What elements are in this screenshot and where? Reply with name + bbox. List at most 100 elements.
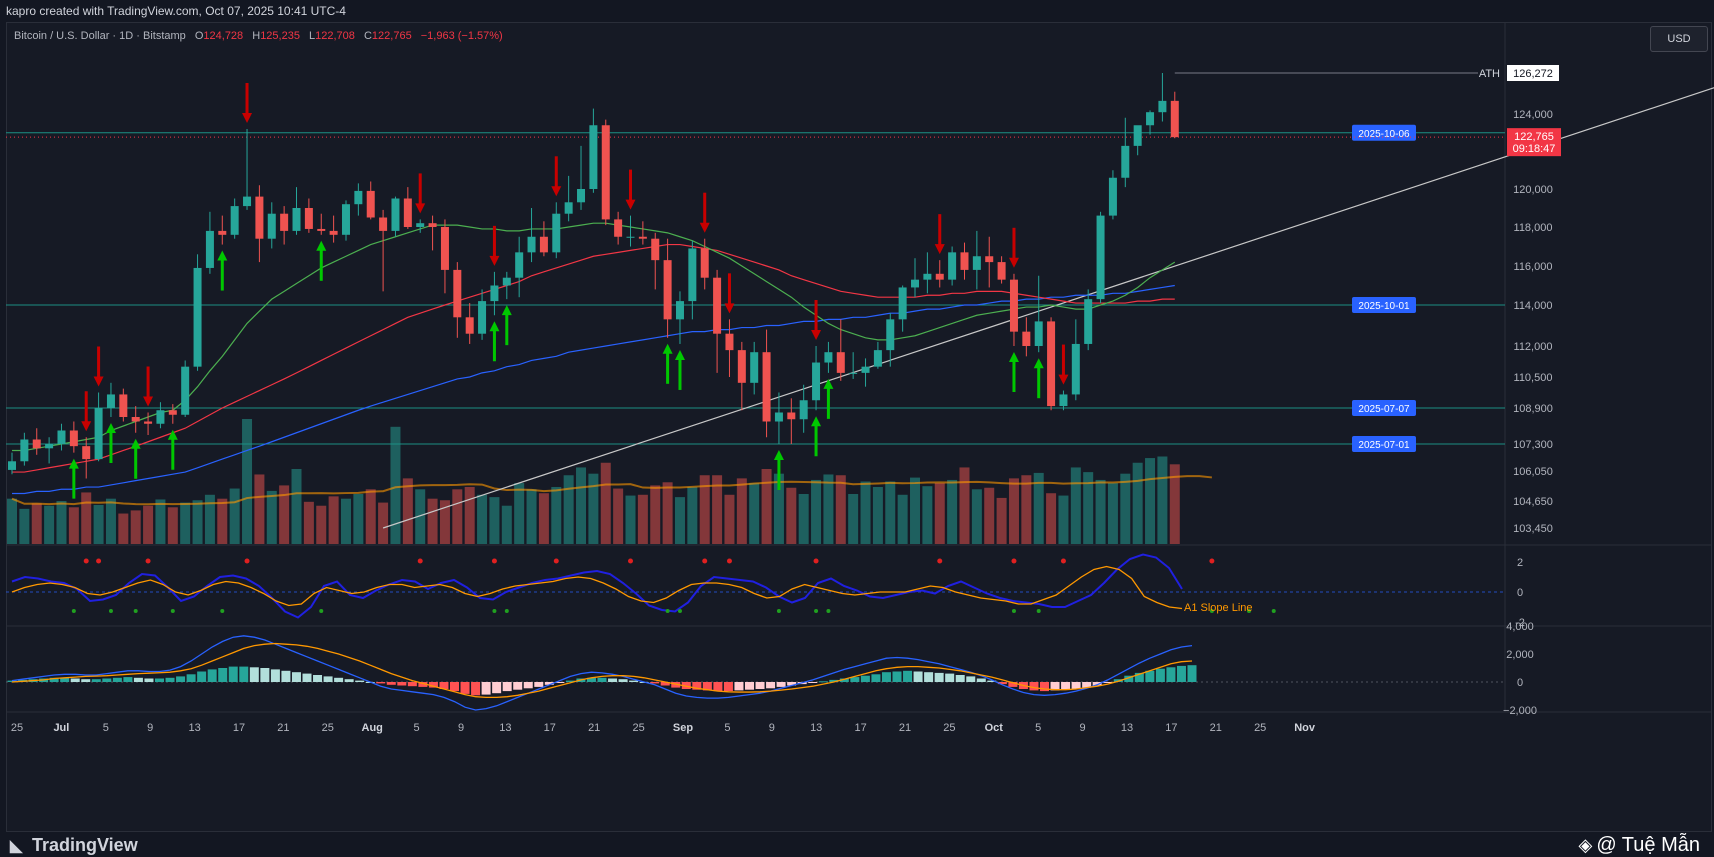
volume-bar [662, 482, 673, 544]
osc-green-dot [814, 609, 819, 613]
candle-body [82, 446, 91, 460]
osc-red-dot [1011, 558, 1017, 564]
sell-signal-arrow [814, 300, 818, 332]
time-tick-label: 17 [544, 722, 556, 734]
candle-body [651, 238, 660, 261]
volume-bar [984, 487, 995, 544]
last-price-tag [1507, 128, 1561, 157]
price-tick-label: 103,450 [1513, 523, 1553, 535]
macd-histogram-bar [650, 682, 660, 684]
volume-bar [514, 483, 525, 544]
macd-histogram-bar [997, 682, 1007, 685]
sell-signal-arrow [629, 169, 632, 202]
macd-histogram-bar [386, 682, 396, 685]
volume-bar [996, 497, 1007, 544]
buy-signal-arrow [1037, 366, 1041, 399]
candle-body [626, 236, 635, 238]
volume-bar [773, 473, 784, 544]
macd-histogram-bar [291, 672, 301, 682]
volume-bar [613, 488, 624, 544]
buy-signal-arrow [109, 431, 113, 463]
price-tick-label: 114,000 [1514, 300, 1553, 312]
candle-body [849, 372, 858, 374]
candle-body [762, 352, 771, 422]
candle-body [1022, 331, 1031, 346]
currency-button[interactable]: USD [1650, 26, 1708, 52]
macd-histogram-bar [428, 682, 438, 688]
low-label: L [309, 30, 316, 42]
candle-body [898, 287, 907, 320]
macd-histogram-bar [1155, 668, 1165, 682]
sell-signal-arrowhead [1008, 257, 1019, 268]
volume-bar [254, 474, 265, 544]
sell-signal-arrowhead [489, 255, 500, 266]
volume-bar [860, 481, 871, 544]
volume-bar [81, 492, 92, 544]
close-value: 122,765 [371, 30, 412, 42]
level-label: 2025-10-01 [1358, 301, 1410, 312]
macd-histogram-bar [112, 677, 122, 682]
volume-bar [712, 475, 723, 544]
candle-body [255, 196, 264, 239]
time-tick-label: 13 [188, 722, 200, 734]
volume-bar [217, 498, 228, 544]
buy-signal-arrow [171, 437, 175, 470]
time-tick-label: 21 [1210, 722, 1222, 734]
macd-histogram-bar [976, 678, 986, 682]
macd-histogram-bar [1029, 682, 1039, 691]
macd-histogram-bar [1124, 675, 1134, 682]
volume-bar [1046, 493, 1057, 544]
candle-body [193, 267, 202, 367]
macd-histogram-bar [987, 680, 997, 682]
macd-histogram-bar [133, 677, 143, 682]
sell-signal-arrowhead [81, 421, 92, 432]
macd-histogram-bar [344, 679, 354, 682]
volume-bar [872, 486, 883, 544]
macd-histogram-bar [334, 677, 344, 682]
candle-body [589, 125, 598, 189]
volume-bar [316, 505, 327, 544]
volume-bar [130, 510, 141, 544]
macd-histogram-bar [1040, 682, 1049, 692]
volume-bar [167, 507, 178, 544]
level-tag [1352, 297, 1416, 313]
buy-signal-arrowhead [811, 416, 822, 427]
macd-histogram-bar [1113, 679, 1123, 682]
sell-signal-arrow [703, 192, 707, 225]
osc-red-dot [1060, 558, 1066, 564]
macd-histogram-bar [755, 682, 765, 689]
volume-bar [971, 489, 982, 544]
macd-histogram-bar [1050, 682, 1060, 691]
macd-histogram-bar [713, 682, 723, 692]
buy-signal-arrow [505, 313, 509, 346]
candle-body [713, 277, 722, 334]
time-tick-label: Aug [362, 722, 383, 734]
sell-signal-arrow [938, 214, 942, 247]
candle-body [1170, 100, 1179, 138]
sell-signal-arrowhead [724, 303, 735, 314]
candle-body [304, 208, 313, 229]
ohlc-legend: Bitcoin / U.S. Dollar · 1D · Bitstamp O1… [14, 30, 503, 42]
time-tick-label: 21 [899, 722, 911, 734]
countdown-label: 09:18:47 [1513, 143, 1556, 155]
macd-histogram-bar [1187, 665, 1197, 682]
candle-body [440, 227, 449, 270]
macd-histogram-bar [1082, 682, 1092, 688]
macd-tick-label: −2,000 [1503, 705, 1537, 717]
time-tick-label: 21 [277, 722, 289, 734]
volume-bar [761, 469, 772, 544]
volume-bar [563, 475, 574, 544]
time-tick-label: 17 [233, 722, 245, 734]
candle-body [638, 236, 647, 239]
volume-bar [848, 494, 859, 544]
sell-signal-arrow [727, 273, 731, 306]
volume-bar [687, 486, 698, 544]
volume-bar [155, 499, 166, 544]
osc-green-dot [170, 609, 175, 613]
price-tick-label: 107,300 [1513, 439, 1553, 451]
sma-mid-line [12, 243, 1175, 473]
tradingview-logo[interactable]: ◣ TradingView [10, 835, 138, 856]
macd-histogram-bar [60, 677, 70, 682]
time-tick-label: 13 [810, 722, 822, 734]
